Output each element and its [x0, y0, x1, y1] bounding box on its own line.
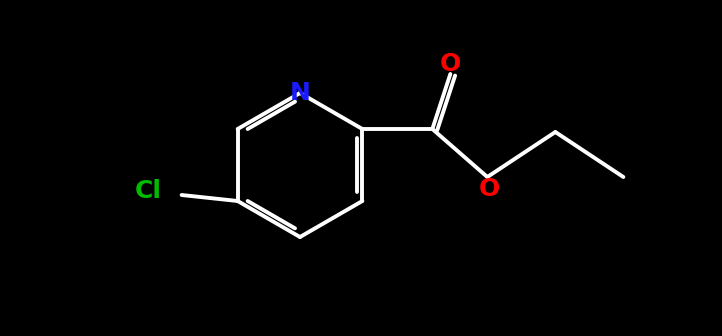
Text: N: N [290, 81, 310, 105]
Text: O: O [479, 177, 500, 201]
Text: Cl: Cl [134, 179, 162, 203]
Text: O: O [440, 52, 461, 76]
